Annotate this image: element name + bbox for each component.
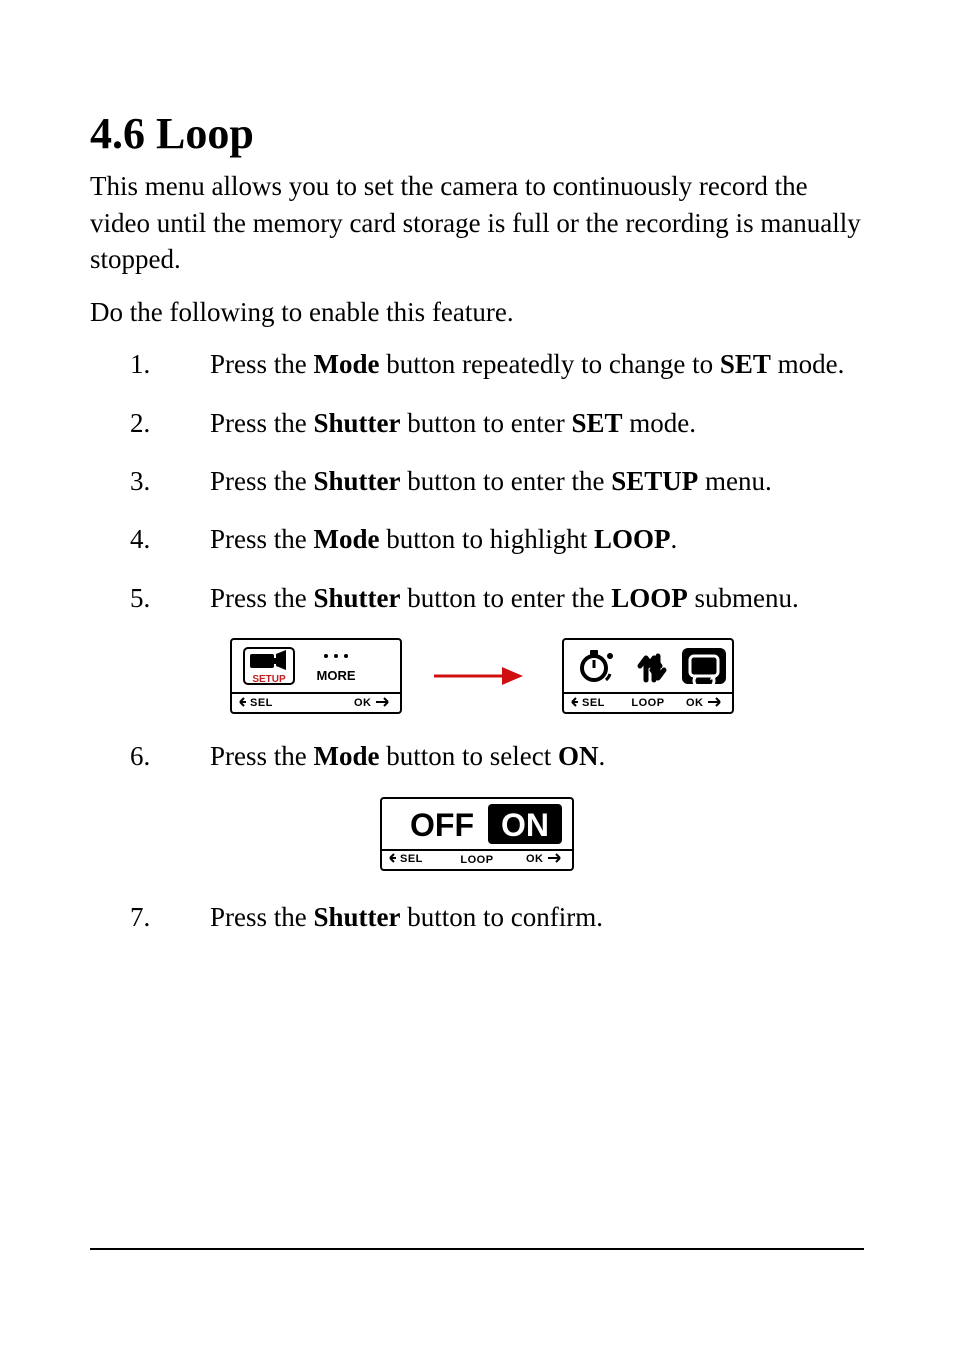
svg-text:OK: OK bbox=[526, 853, 544, 865]
step-text: Press the Shutter button to enter SET mo… bbox=[210, 408, 696, 438]
step-text: Press the Mode button to select ON. bbox=[210, 741, 605, 771]
lcd-loop-icons: SEL LOOP OK bbox=[562, 638, 734, 714]
step-text: Press the Shutter button to enter the LO… bbox=[210, 583, 799, 613]
step-text: Press the Shutter button to confirm. bbox=[210, 902, 603, 932]
arrow-icon bbox=[432, 666, 532, 686]
off-label: OFF bbox=[410, 807, 474, 843]
steps-list-cont2: Press the Shutter button to confirm. bbox=[130, 899, 864, 935]
footer-rule bbox=[90, 1248, 864, 1250]
section-heading: 4.6 Loop bbox=[90, 110, 864, 158]
setup-label: SETUP bbox=[252, 674, 286, 685]
lcd-off-on: OFF ON SEL LOOP OK bbox=[380, 797, 574, 871]
ok-indicator: OK bbox=[526, 851, 566, 868]
sel-indicator: SEL bbox=[388, 851, 428, 868]
svg-text:SEL: SEL bbox=[400, 853, 423, 865]
svg-text:OK: OK bbox=[686, 697, 704, 709]
step-item: Press the Shutter button to confirm. bbox=[130, 899, 864, 935]
figure-setup-to-loop: SETUP MORE SEL OK bbox=[130, 638, 864, 714]
step-item: Press the Mode button repeatedly to chan… bbox=[130, 346, 864, 382]
ok-indicator: OK bbox=[354, 695, 394, 712]
loop-label: LOOP bbox=[631, 697, 664, 709]
lcd-loop-svg bbox=[570, 644, 726, 690]
intro-paragraph: This menu allows you to set the camera t… bbox=[90, 168, 864, 277]
sel-indicator: SEL bbox=[570, 695, 610, 712]
more-label: MORE bbox=[317, 668, 356, 683]
svg-text:OK: OK bbox=[354, 697, 372, 709]
lead-paragraph: Do the following to enable this feature. bbox=[90, 294, 864, 330]
step-item: Press the Shutter button to enter the LO… bbox=[130, 580, 864, 616]
svg-text:SEL: SEL bbox=[250, 697, 273, 709]
step-item: Press the Mode button to select ON. bbox=[130, 738, 864, 774]
step-text: Press the Shutter button to enter the SE… bbox=[210, 466, 772, 496]
step-item: Press the Shutter button to enter SET mo… bbox=[130, 405, 864, 441]
svg-text:SEL: SEL bbox=[582, 697, 605, 709]
on-label: ON bbox=[501, 807, 549, 843]
ok-indicator: OK bbox=[686, 695, 726, 712]
step-text: Press the Mode button to highlight LOOP. bbox=[210, 524, 677, 554]
lcd-setup-more: SETUP MORE SEL OK bbox=[230, 638, 402, 714]
steps-list-cont: Press the Mode button to select ON. bbox=[130, 738, 864, 774]
step-item: Press the Mode button to highlight LOOP. bbox=[130, 521, 864, 557]
step-text: Press the Mode button repeatedly to chan… bbox=[210, 349, 844, 379]
sel-indicator: SEL bbox=[238, 695, 278, 712]
steps-list: Press the Mode button repeatedly to chan… bbox=[130, 346, 864, 616]
loop-label: LOOP bbox=[460, 854, 493, 866]
document-page: 4.6 Loop This menu allows you to set the… bbox=[0, 0, 954, 1350]
step-item: Press the Shutter button to enter the SE… bbox=[130, 463, 864, 499]
figure-off-on: OFF ON SEL LOOP OK bbox=[90, 797, 864, 871]
lcd-setup-svg: SETUP MORE bbox=[238, 644, 394, 690]
lcd-offon-svg: OFF ON bbox=[386, 802, 568, 846]
